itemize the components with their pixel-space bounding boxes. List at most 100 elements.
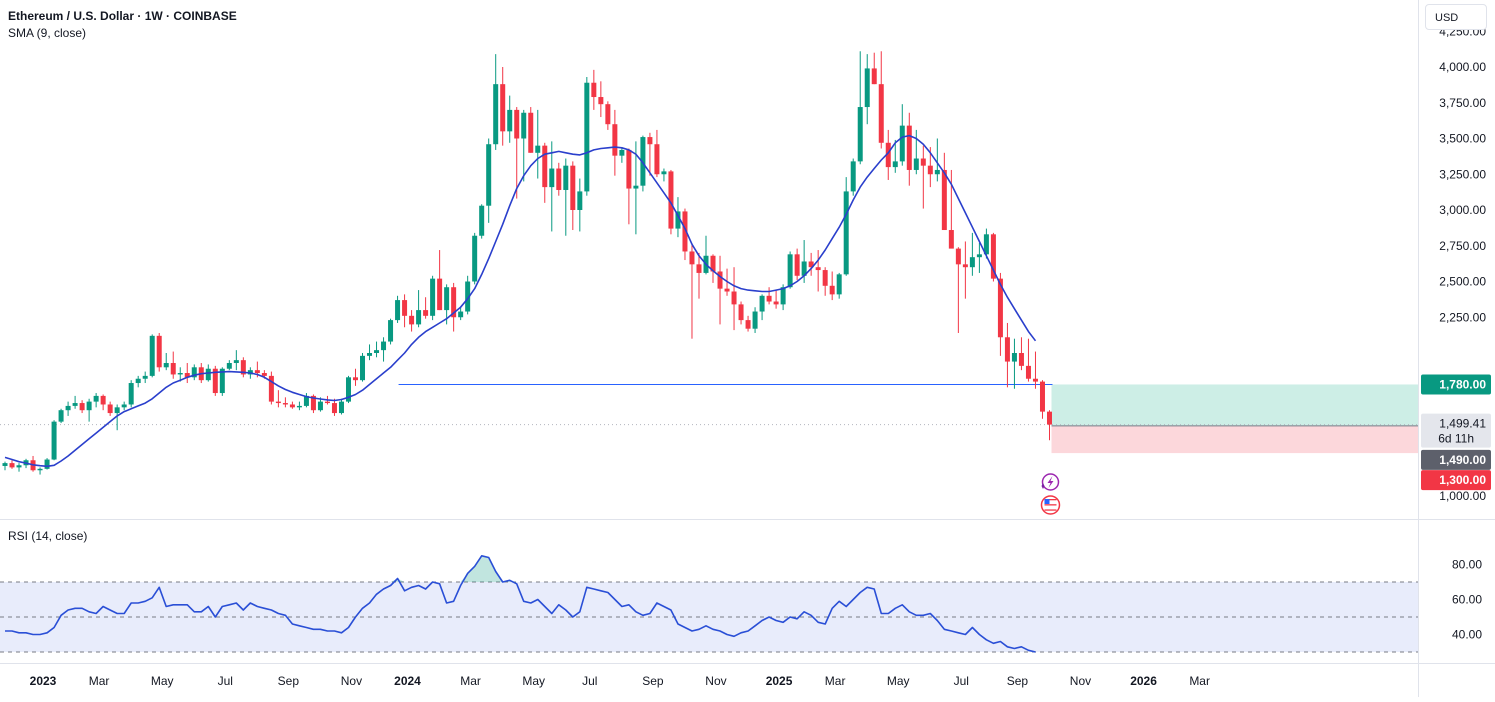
candle [282, 397, 288, 408]
us-flag-stripe [1044, 504, 1057, 506]
sma-line[interactable] [4, 134, 1037, 468]
candle-body [212, 368, 218, 394]
candle-body [815, 267, 821, 271]
time-tick-label[interactable]: 2026 [1130, 674, 1157, 688]
rsi-line[interactable] [5, 554, 1036, 653]
candle [493, 54, 499, 150]
price-tick-label[interactable]: 3,500.00 [1439, 132, 1486, 146]
candle [86, 398, 92, 422]
lightning-icon[interactable] [1041, 473, 1060, 491]
time-tick-label[interactable]: Nov [1070, 674, 1091, 688]
candle [156, 332, 162, 372]
currency-button[interactable]: USD [1425, 4, 1487, 30]
candle-body [647, 137, 653, 145]
candle [976, 242, 982, 273]
time-tick-label[interactable]: Mar [1189, 674, 1210, 688]
price-tick-label[interactable]: 1,000.00 [1439, 489, 1486, 503]
time-tick-label[interactable]: Jul [218, 674, 233, 688]
price-tick-label[interactable]: 3,000.00 [1439, 203, 1486, 217]
rsi-background [0, 581, 1418, 653]
price-tick-label[interactable]: 2,250.00 [1439, 310, 1486, 324]
candle [864, 54, 870, 125]
candle-body [79, 403, 85, 411]
time-tick-label[interactable]: May [522, 674, 545, 688]
candle-body [303, 395, 309, 406]
candle [458, 307, 464, 321]
candle [233, 350, 239, 371]
target-zone[interactable] [1051, 384, 1418, 426]
candle-body [65, 405, 71, 411]
candle-body [899, 125, 905, 162]
time-tick-label[interactable]: 2024 [394, 674, 421, 688]
price-tag-target[interactable]: 1,780.00 [1421, 374, 1491, 395]
event-icons[interactable] [1040, 473, 1061, 515]
rsi-tick-label[interactable]: 80.00 [1452, 558, 1482, 572]
rsi-tick-label[interactable]: 40.00 [1452, 628, 1482, 642]
price-tick-label[interactable]: 3,250.00 [1439, 167, 1486, 181]
candle-body [598, 97, 604, 105]
time-tick-label[interactable]: May [887, 674, 910, 688]
candle-body [514, 109, 520, 139]
candle [72, 395, 78, 409]
time-tick-label[interactable]: 2025 [766, 674, 793, 688]
time-tick-label[interactable]: May [151, 674, 174, 688]
time-tick-label[interactable]: 2023 [30, 674, 57, 688]
candle [1011, 338, 1017, 389]
candles [2, 51, 1052, 475]
chart-title[interactable]: Ethereum / U.S. Dollar · 1W · COINBASE [8, 9, 237, 23]
price-tag-entry[interactable]: 1,490.00 [1421, 449, 1491, 470]
candle-body [633, 185, 639, 189]
candle-body [331, 403, 337, 414]
candle-body [177, 373, 183, 375]
candle-body [128, 383, 134, 405]
candle [633, 141, 639, 235]
time-tick-label[interactable]: Jul [582, 674, 597, 688]
price-tick-label[interactable]: 2,750.00 [1439, 239, 1486, 253]
candle [402, 294, 408, 328]
candle [899, 104, 905, 166]
time-tick-label[interactable]: Mar [89, 674, 110, 688]
price-tick-label[interactable]: 3,750.00 [1439, 96, 1486, 110]
candle-body [612, 124, 618, 156]
time-tick-label[interactable]: Sep [278, 674, 300, 688]
price-tag-entry-text: 1,490.00 [1439, 453, 1486, 467]
candle [528, 107, 534, 153]
time-tick-label[interactable]: Mar [460, 674, 481, 688]
candle [885, 129, 891, 180]
rsi-tick-label[interactable]: 60.00 [1452, 593, 1482, 607]
candle [289, 401, 295, 409]
candle [1039, 380, 1045, 419]
candle-body [871, 68, 877, 85]
candle-body [430, 278, 436, 316]
time-tick-label[interactable]: Sep [1007, 674, 1029, 688]
price-tick-label[interactable]: 4,000.00 [1439, 60, 1486, 74]
candle-body [233, 360, 239, 364]
price-tick-label[interactable]: 2,500.00 [1439, 275, 1486, 289]
time-tick-label[interactable]: Sep [642, 674, 664, 688]
rsi-legend[interactable]: RSI (14, close) [8, 529, 88, 543]
candle [773, 290, 779, 309]
time-tick-label[interactable]: Mar [825, 674, 846, 688]
us-flag-icon[interactable] [1040, 495, 1061, 515]
rsi-axis[interactable]: 40.00 60.00 80.00 [1452, 558, 1482, 642]
sma-legend[interactable]: SMA (9, close) [8, 26, 87, 40]
candle [1004, 322, 1010, 388]
stop-zone[interactable] [1051, 425, 1418, 454]
time-axis[interactable]: 2023 Mar May Jul Sep Nov 2024 Mar May Jul Sep Nov 20… [30, 674, 1210, 688]
price-tag-stop[interactable]: 1,300.00 [1421, 470, 1491, 491]
candle [549, 141, 555, 232]
candle-body [268, 375, 274, 402]
candle-body [500, 84, 506, 132]
candle [745, 315, 751, 332]
candle [983, 228, 989, 259]
us-flag-stripe [1044, 501, 1057, 503]
candle-body [584, 82, 590, 192]
time-tick-label[interactable]: Nov [341, 674, 362, 688]
candle-body [317, 401, 323, 411]
time-tick-label[interactable]: Nov [705, 674, 726, 688]
time-tick-label[interactable]: Jul [954, 674, 969, 688]
candle-body [850, 161, 856, 192]
candle-body [486, 144, 492, 206]
